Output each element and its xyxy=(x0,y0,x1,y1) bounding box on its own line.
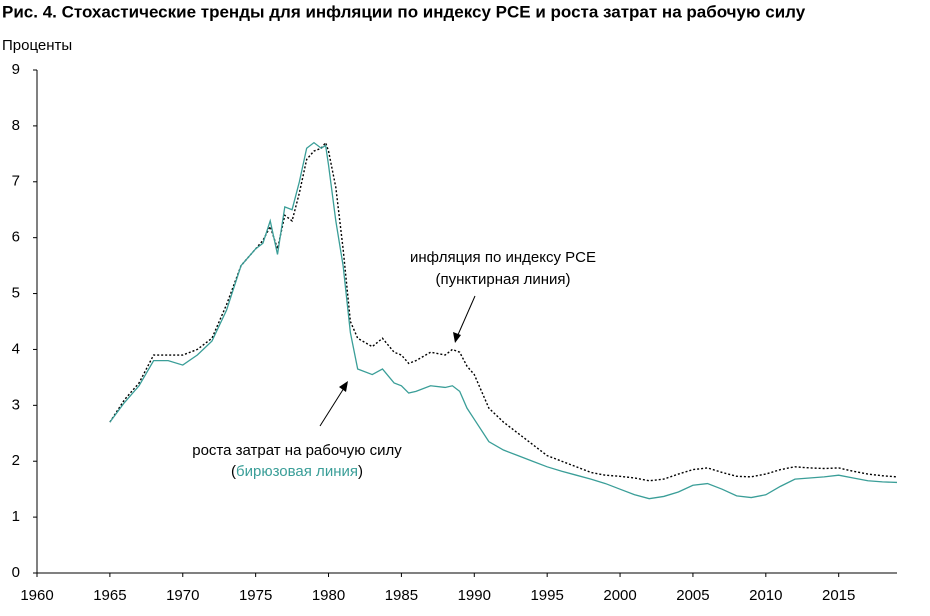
annotation-part: ( xyxy=(231,463,236,480)
y-tick-label: 2 xyxy=(12,452,20,469)
y-tick-label: 5 xyxy=(12,285,20,302)
y-tick-label: 8 xyxy=(12,117,20,134)
annotation: роста затрат на рабочую силу xyxy=(192,442,402,459)
x-tick-label: 2000 xyxy=(603,587,636,604)
chart-title: Рис. 4. Стохастические тренды для инфляц… xyxy=(2,2,806,21)
x-tick-label: 2005 xyxy=(676,587,709,604)
y-tick-label: 3 xyxy=(12,396,20,413)
y-tick-label: 1 xyxy=(12,508,20,525)
annotation: (пунктирная линия) xyxy=(435,271,570,288)
arrow xyxy=(456,295,476,338)
x-tick-label: 2015 xyxy=(822,587,855,604)
x-tick-label: 1995 xyxy=(530,587,563,604)
annotation: инфляция по индексу PCE xyxy=(410,249,596,266)
y-tick-label: 6 xyxy=(12,229,20,246)
x-tick-label: 1980 xyxy=(312,587,345,604)
series-line xyxy=(109,141,898,482)
arrow-head xyxy=(453,332,461,343)
x-tick-label: 1965 xyxy=(93,587,126,604)
y-tick-label: 4 xyxy=(12,340,20,357)
y-tick-label: 0 xyxy=(12,564,20,581)
arrow xyxy=(319,387,345,427)
annotation: (бирюзовая линия) xyxy=(231,463,363,480)
y-axis-label: Проценты xyxy=(2,37,72,54)
series-line xyxy=(109,141,898,500)
annotation-part: ) xyxy=(358,463,363,480)
arrow-head xyxy=(339,381,348,392)
x-tick-label: 1985 xyxy=(385,587,418,604)
x-tick-label: 1970 xyxy=(166,587,199,604)
y-tick-label: 7 xyxy=(12,173,20,190)
annotation-part: бирюзовая линия xyxy=(236,463,358,480)
x-tick-label: 1960 xyxy=(20,587,53,604)
x-tick-label: 1975 xyxy=(239,587,272,604)
x-tick-label: 1990 xyxy=(458,587,491,604)
x-tick-label: 2010 xyxy=(749,587,782,604)
y-tick-label: 9 xyxy=(12,61,20,78)
